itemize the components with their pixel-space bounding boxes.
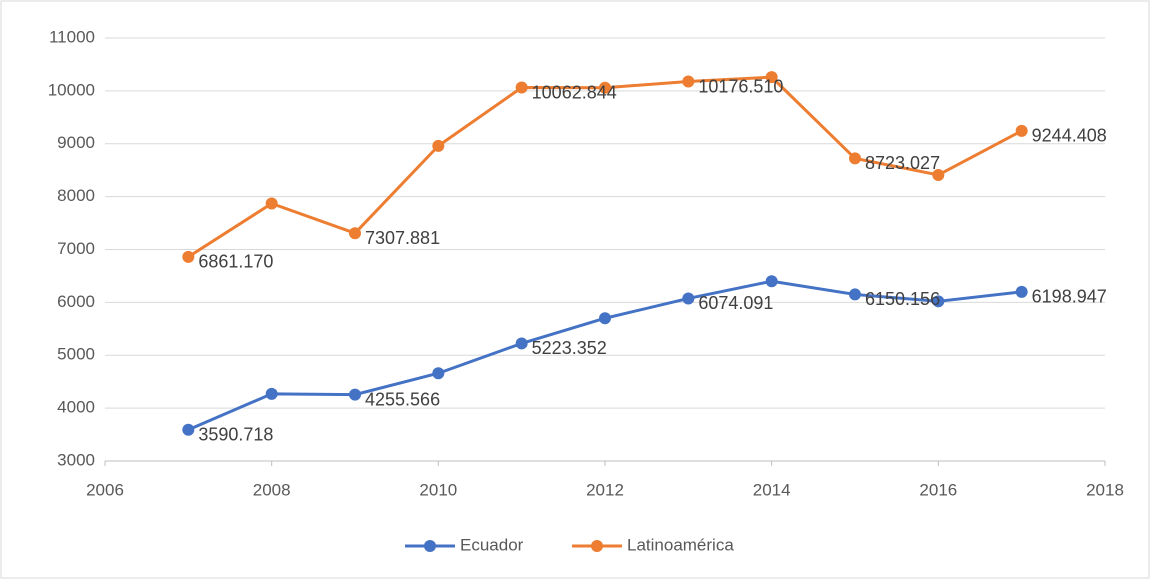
data-label: 6861.170 — [198, 252, 273, 272]
point — [932, 168, 945, 181]
data-label: 6198.947 — [1032, 287, 1107, 307]
x-tick-label: 2006 — [86, 480, 124, 499]
point — [265, 387, 278, 400]
x-tick-label: 2012 — [586, 480, 624, 499]
point — [349, 227, 361, 240]
x-tick-label: 2016 — [919, 480, 957, 499]
x-tick-label: 2008 — [253, 480, 291, 499]
data-label: 8723.027 — [865, 153, 940, 173]
point — [182, 250, 195, 263]
x-tick-label: 2014 — [753, 480, 791, 499]
y-tick-label: 8000 — [57, 186, 95, 205]
point — [515, 81, 528, 94]
point — [265, 197, 278, 210]
point — [765, 275, 778, 288]
data-label: 5223.352 — [532, 338, 607, 358]
point — [1015, 285, 1028, 298]
y-tick-label: 4000 — [57, 398, 95, 417]
data-label: 6150.156 — [865, 289, 940, 309]
point — [432, 367, 445, 380]
legend-marker — [424, 540, 436, 552]
point — [599, 81, 611, 94]
y-tick-label: 6000 — [57, 292, 95, 311]
y-tick-label: 9000 — [57, 133, 95, 152]
point — [932, 295, 945, 308]
y-tick-label: 3000 — [57, 450, 95, 469]
x-tick-label: 2010 — [419, 480, 457, 499]
y-tick-label: 10000 — [48, 80, 95, 99]
y-tick-label: 7000 — [57, 239, 95, 258]
data-label: 4255.566 — [365, 389, 440, 409]
y-tick-label: 5000 — [57, 345, 95, 364]
data-label: 3590.718 — [198, 425, 273, 445]
point — [599, 312, 611, 325]
point — [849, 288, 861, 301]
point — [1015, 124, 1028, 137]
x-tick-label: 2018 — [1086, 480, 1124, 499]
point — [515, 337, 528, 350]
data-label: 6074.091 — [698, 293, 773, 313]
y-tick-label: 11000 — [49, 27, 95, 46]
legend-label: Latinoamérica — [627, 535, 734, 554]
point — [432, 139, 445, 152]
point — [849, 152, 861, 165]
data-label: 7307.881 — [365, 228, 440, 248]
data-label: 10062.844 — [532, 82, 617, 102]
data-label: 9244.408 — [1032, 126, 1107, 146]
point — [182, 423, 195, 436]
legend-label: Ecuador — [460, 535, 524, 554]
point — [682, 75, 695, 88]
legend-marker — [591, 540, 603, 552]
point — [682, 292, 695, 305]
data-label: 10176.510 — [698, 76, 783, 96]
point — [765, 71, 778, 84]
point — [349, 388, 361, 401]
